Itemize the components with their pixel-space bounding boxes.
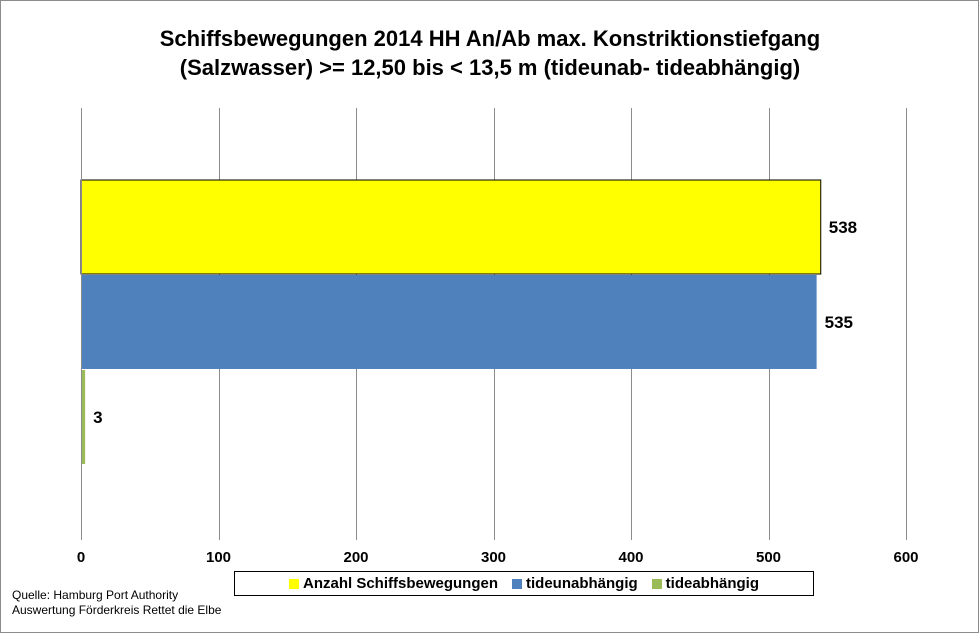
legend-swatch-anzahl — [288, 578, 299, 589]
bars — [80, 179, 822, 464]
x-tick-label-300: 300 — [481, 549, 506, 566]
chart-title-line-1: Schiffsbewegungen 2014 HH An/Ab max. Kon… — [159, 26, 821, 51]
source-line-2: Auswertung Förderkreis Rettet die Elbe — [12, 603, 222, 617]
chart-title-line-2: (Salzwasser) >= 12,50 bis < 13,5 m (tide… — [179, 55, 801, 80]
legend-item-tideabhaengig: tideabhängig — [651, 575, 760, 592]
x-tick-label-0: 0 — [77, 549, 85, 566]
x-tick-label-200: 200 — [343, 549, 368, 566]
source-line-1: Quelle: Hamburg Port Authority — [12, 588, 179, 602]
x-tick-label-500: 500 — [756, 549, 781, 566]
bar-2 — [81, 370, 86, 464]
chart-title: Schiffsbewegungen 2014 HH An/Ab max. Kon… — [0, 24, 980, 82]
legend-swatch-tideunabhaengig — [512, 578, 522, 589]
bar-1 — [81, 275, 817, 369]
legend-label-tideabhaengig: tideabhängig — [665, 575, 760, 592]
legend-item-tideunabhaengig: tideunabhängig — [512, 575, 638, 592]
x-tick-label-600: 600 — [893, 549, 918, 566]
legend-item-anzahl: Anzahl Schiffsbewegungen — [288, 575, 498, 592]
data-labels: 538 535 3 — [93, 218, 857, 427]
x-tick-label-400: 400 — [618, 549, 643, 566]
data-label-0: 538 — [829, 218, 857, 237]
legend-swatch-tideabhaengig — [651, 578, 662, 589]
x-axis: 0 100 200 300 400 500 600 — [77, 108, 919, 566]
bar-0 — [80, 179, 822, 275]
data-label-2: 3 — [93, 408, 102, 427]
legend-label-anzahl: Anzahl Schiffsbewegungen — [302, 575, 498, 592]
data-label-1: 535 — [825, 313, 853, 332]
x-tick-label-100: 100 — [206, 549, 231, 566]
source-note: Quelle: Hamburg Port Authority Auswertun… — [12, 588, 221, 618]
legend: Anzahl Schiffsbewegungen tideunabhängig … — [234, 571, 814, 596]
legend-label-tideunabhaengig: tideunabhängig — [526, 575, 638, 592]
